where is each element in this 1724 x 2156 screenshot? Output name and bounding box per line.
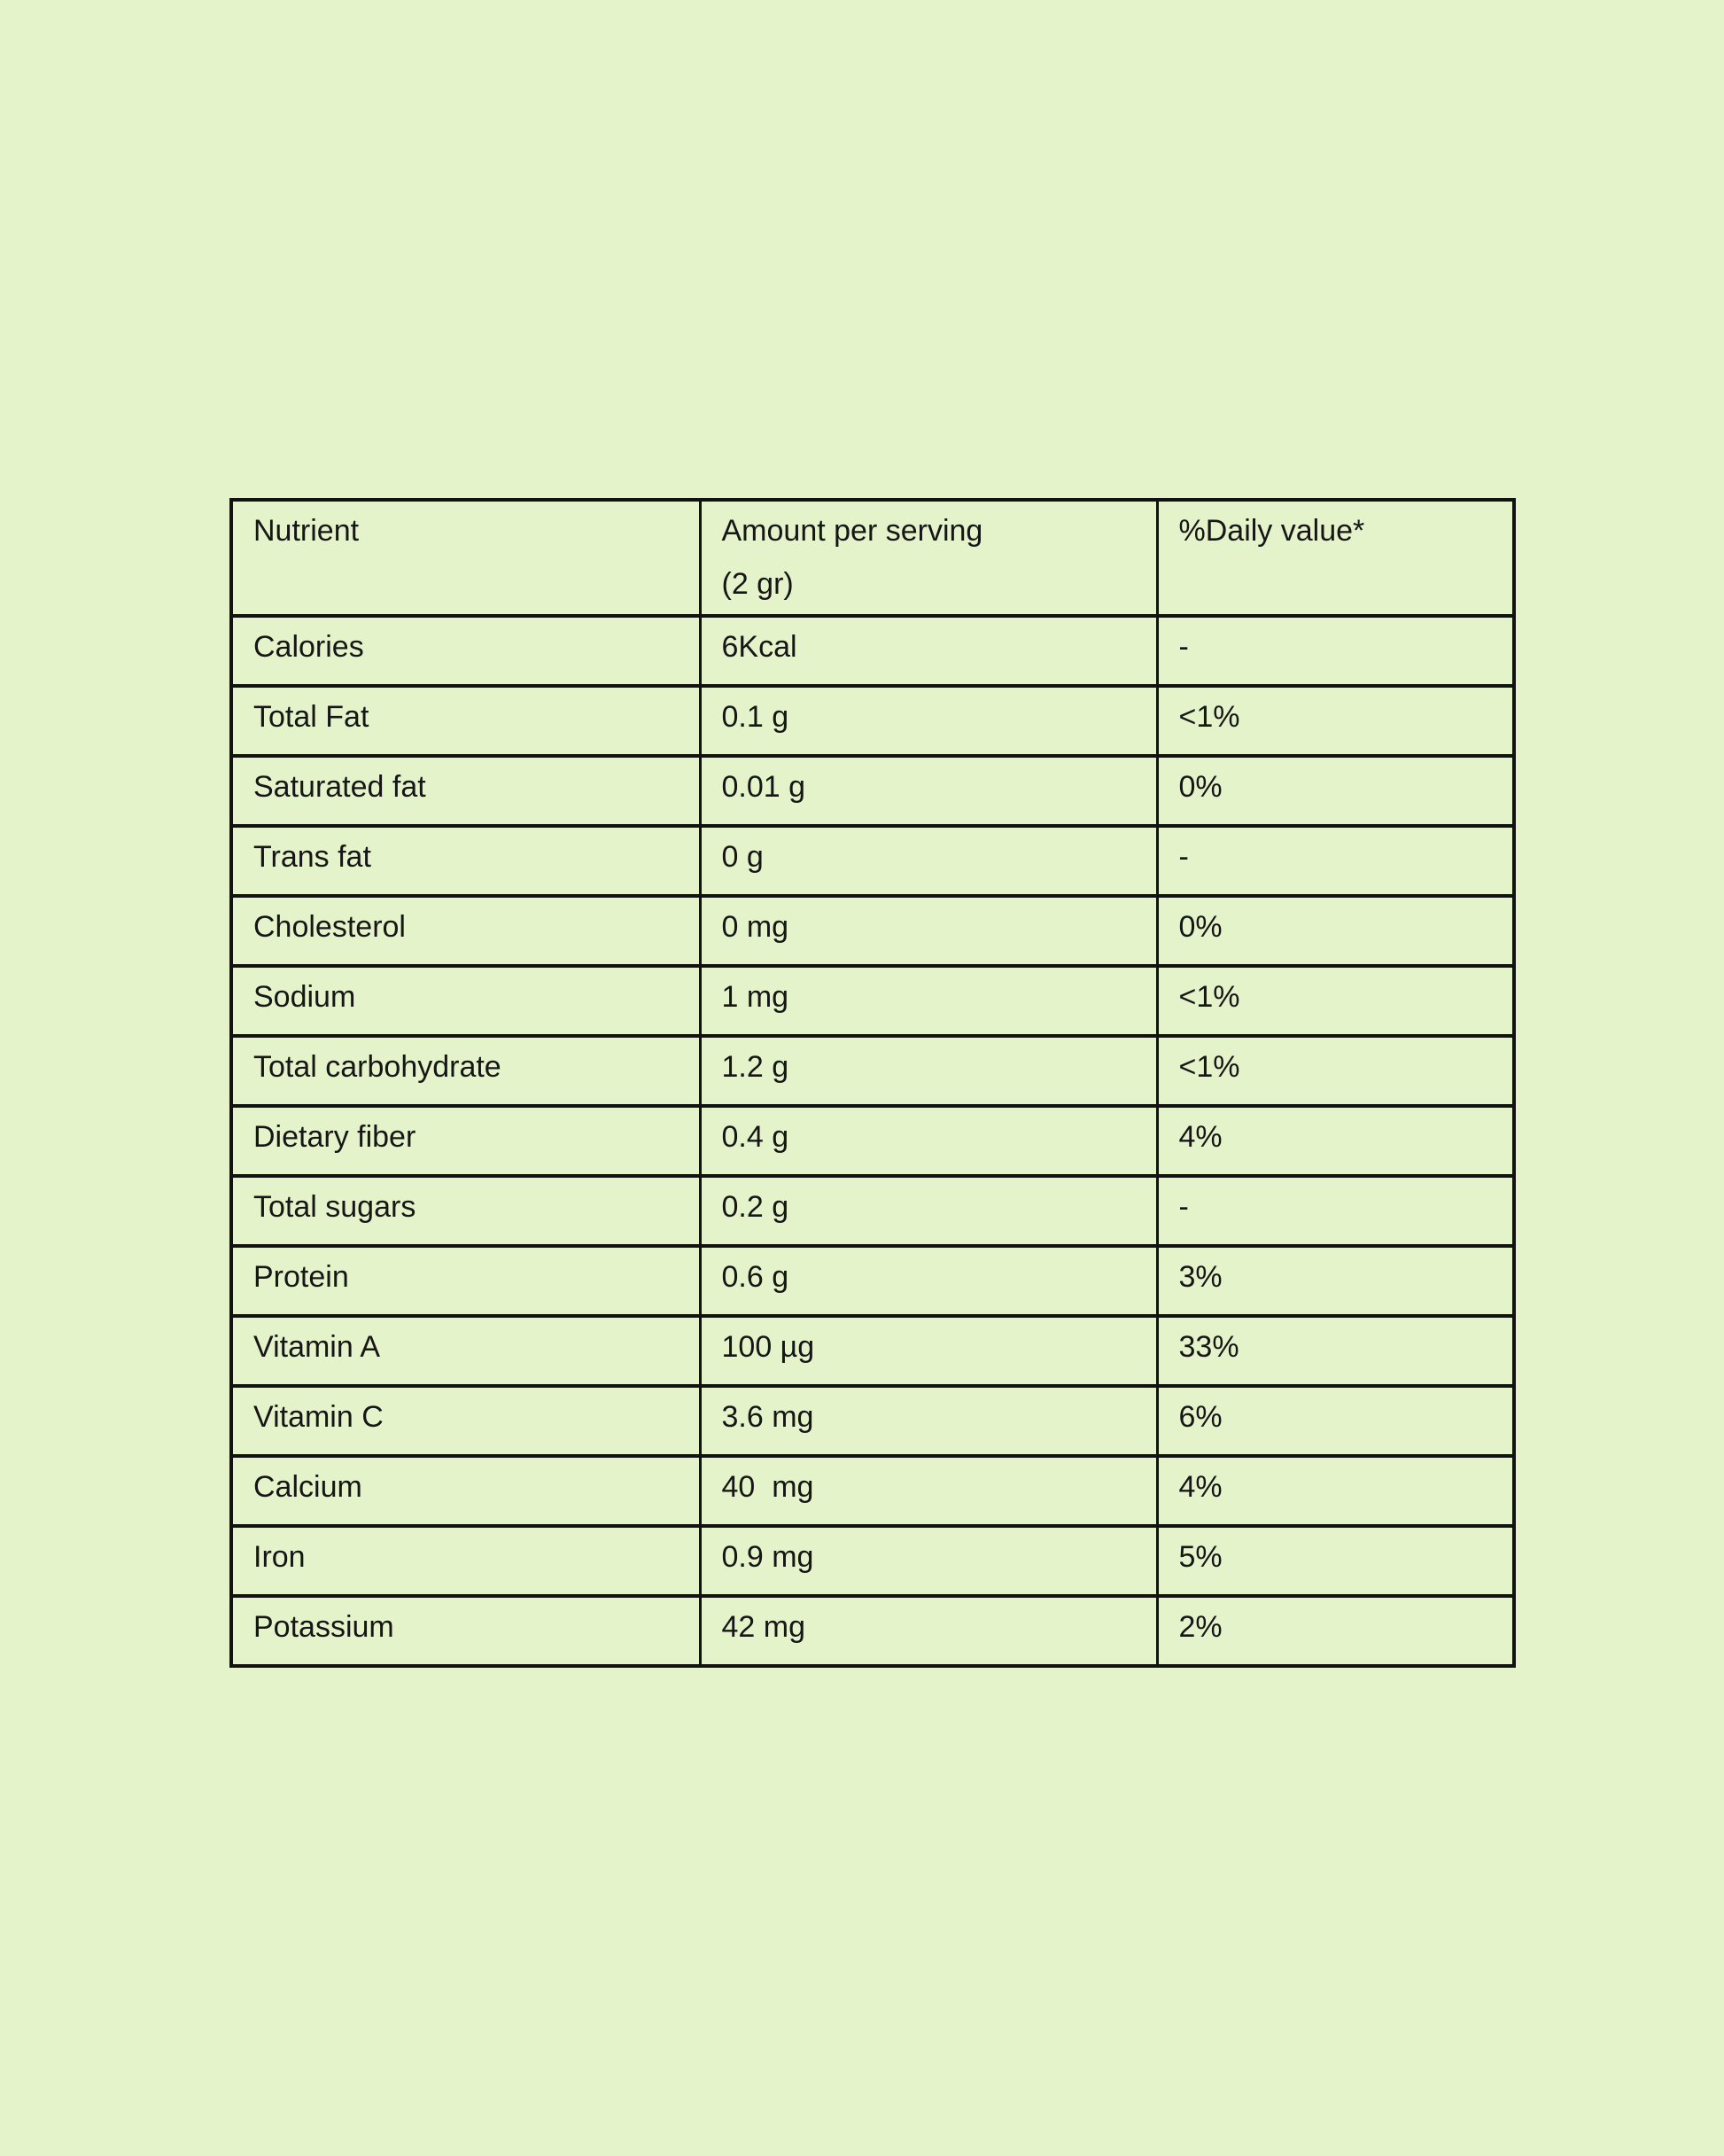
daily-value-cell: 4% [1155, 1454, 1516, 1528]
nutrient-cell: Total Fat [229, 684, 702, 758]
amount-cell: 1.2 g [698, 1034, 1159, 1108]
nutrient-cell: Dietary fiber [229, 1104, 702, 1178]
amount-cell: 0.9 mg [698, 1524, 1159, 1598]
daily-value-cell: <1% [1155, 1034, 1516, 1108]
daily-value-cell: 0% [1155, 894, 1516, 968]
nutrient-cell: Iron [229, 1524, 702, 1598]
table-row: Trans fat 0 g- [229, 824, 1516, 898]
table-row: Calcium 40 mg 4% [229, 1454, 1516, 1528]
table-row: Vitamin A 100 µg 33% [229, 1314, 1516, 1388]
daily-value-cell: 6% [1155, 1384, 1516, 1458]
table-row: Potassium 42 mg 2% [229, 1594, 1516, 1668]
table-row: Saturated fat 0.01 g 0% [229, 754, 1516, 828]
table-row: Total sugars 0.2 g- [229, 1174, 1516, 1248]
daily-value-cell: 3% [1155, 1244, 1516, 1318]
daily-value-cell: 4% [1155, 1104, 1516, 1178]
table-row: Total Fat 0.1 g <1% [229, 684, 1516, 758]
nutrient-cell: Sodium [229, 964, 702, 1038]
nutrient-cell: Vitamin C [229, 1384, 702, 1458]
amount-cell: 0.6 g [698, 1244, 1159, 1318]
amount-cell: 0 g [698, 824, 1159, 898]
nutrient-cell: Trans fat [229, 824, 702, 898]
table-body: Calories 6Kcal - Total Fat 0.1 g <1% Saturated… [229, 614, 1516, 1668]
daily-value-cell: 2% [1155, 1594, 1516, 1668]
nutrient-cell: Vitamin A [229, 1314, 702, 1388]
table-row: Cholesterol 0 mg 0% [229, 894, 1516, 968]
nutrient-cell: Total sugars [229, 1174, 702, 1248]
nutrient-cell: Saturated fat [229, 754, 702, 828]
amount-cell: 6Kcal [698, 614, 1159, 688]
daily-value-cell: 5% [1155, 1524, 1516, 1598]
header-daily-value: %Daily value* [1155, 498, 1516, 618]
nutrient-cell: Total carbohydrate [229, 1034, 702, 1108]
daily-value-cell: - [1155, 1174, 1516, 1248]
amount-cell: 0.01 g [698, 754, 1159, 828]
header-amount-per-serving: Amount per serving (2 gr) [698, 498, 1159, 618]
header-row: Nutrient Amount per serving (2 gr) %Dail… [229, 498, 1516, 618]
amount-cell: 0.4 g [698, 1104, 1159, 1178]
amount-cell: 100 µg [698, 1314, 1159, 1388]
daily-value-cell: - [1155, 824, 1516, 898]
table-row: Dietary fiber 0.4 g 4% [229, 1104, 1516, 1178]
daily-value-cell: 0% [1155, 754, 1516, 828]
daily-value-cell: 33% [1155, 1314, 1516, 1388]
nutrient-cell: Calcium [229, 1454, 702, 1528]
table-row: Sodium 1 mg <1% [229, 964, 1516, 1038]
nutrient-cell: Potassium [229, 1594, 702, 1668]
table-row: Iron 0.9 mg 5% [229, 1524, 1516, 1598]
table-row: Vitamin C 3.6 mg 6% [229, 1384, 1516, 1458]
table-row: Calories 6Kcal - [229, 614, 1516, 688]
table-row: Total carbohydrate 1.2 g <1% [229, 1034, 1516, 1108]
amount-cell: 40 mg [698, 1454, 1159, 1528]
nutrient-cell: Calories [229, 614, 702, 688]
amount-cell: 42 mg [698, 1594, 1159, 1668]
header-nutrient: Nutrient [229, 498, 702, 618]
daily-value-cell: - [1155, 614, 1516, 688]
amount-cell: 0 mg [698, 894, 1159, 968]
nutrient-cell: Protein [229, 1244, 702, 1318]
amount-cell: 3.6 mg [698, 1384, 1159, 1458]
nutrient-cell: Cholesterol [229, 894, 702, 968]
amount-cell: 0.1 g [698, 684, 1159, 758]
daily-value-cell: <1% [1155, 684, 1516, 758]
table-row: Protein 0.6 g 3% [229, 1244, 1516, 1318]
amount-cell: 0.2 g [698, 1174, 1159, 1248]
amount-cell: 1 mg [698, 964, 1159, 1038]
nutrition-facts-table: Nutrient Amount per serving (2 gr) %Dail… [229, 498, 1516, 1668]
daily-value-cell: <1% [1155, 964, 1516, 1038]
